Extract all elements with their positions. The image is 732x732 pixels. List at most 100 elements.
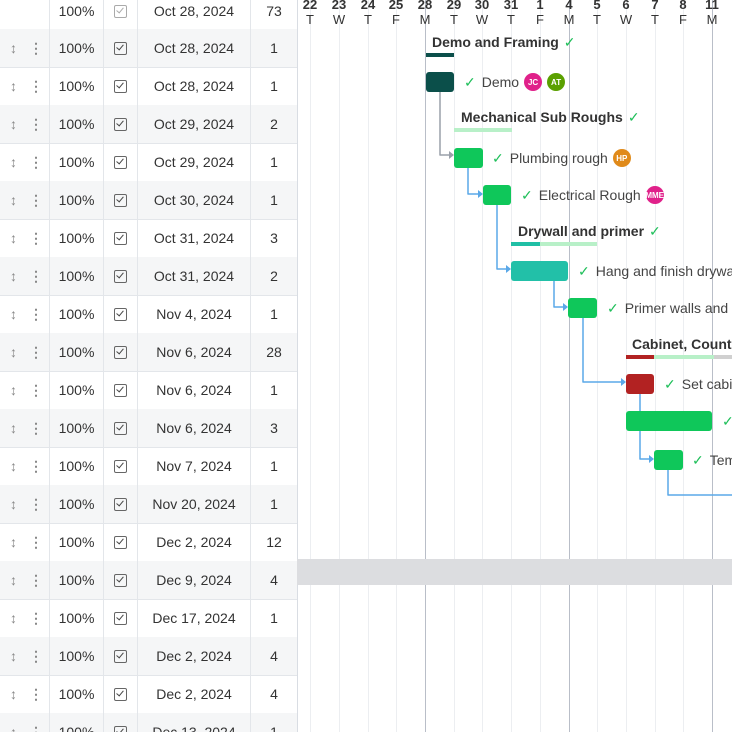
summary-label[interactable]: Demo and Framing ✓ bbox=[432, 34, 576, 50]
task-bar[interactable] bbox=[511, 261, 568, 281]
drag-handle-icon[interactable]: ↕ bbox=[10, 382, 17, 398]
checkbox-icon[interactable] bbox=[114, 307, 127, 321]
drag-handle-icon[interactable]: ↕ bbox=[10, 230, 17, 246]
checkbox-icon[interactable] bbox=[114, 117, 127, 131]
complete-checkbox[interactable] bbox=[104, 29, 138, 67]
task-bar[interactable] bbox=[426, 72, 454, 92]
table-row[interactable]: ↕ ⋮ 100% Dec 2, 2024 4 bbox=[0, 637, 297, 676]
more-options-icon[interactable]: ⋮ bbox=[29, 267, 43, 284]
table-row[interactable]: ↕ ⋮ 100% Nov 6, 2024 28 bbox=[0, 333, 297, 372]
complete-checkbox[interactable] bbox=[104, 523, 138, 561]
checkbox-icon[interactable] bbox=[114, 231, 127, 245]
summary-label[interactable]: Cabinet, Counte✓ bbox=[632, 336, 732, 352]
row-handle[interactable]: ↕ ⋮ bbox=[0, 675, 50, 713]
checkbox-icon[interactable] bbox=[114, 497, 127, 511]
avatar[interactable]: JC bbox=[524, 73, 543, 91]
checkbox-icon[interactable] bbox=[114, 345, 127, 359]
checkbox-icon[interactable] bbox=[114, 193, 127, 207]
summary-label[interactable]: Drywall and primer ✓ bbox=[518, 223, 661, 239]
task-label[interactable]: ✓ Set cabir bbox=[664, 375, 732, 393]
complete-checkbox[interactable] bbox=[104, 485, 138, 523]
drag-handle-icon[interactable]: ↕ bbox=[10, 40, 17, 56]
checkbox-icon[interactable] bbox=[114, 535, 127, 549]
avatar[interactable]: HP bbox=[612, 149, 631, 167]
checkbox-icon[interactable] bbox=[114, 269, 127, 283]
drag-handle-icon[interactable]: ↕ bbox=[10, 306, 17, 322]
row-handle[interactable]: ↕ ⋮ bbox=[0, 371, 50, 409]
drag-handle-icon[interactable]: ↕ bbox=[10, 724, 17, 732]
checkbox-icon[interactable] bbox=[114, 725, 127, 732]
checkbox-icon[interactable] bbox=[114, 4, 127, 18]
complete-checkbox[interactable] bbox=[104, 333, 138, 371]
task-bar[interactable] bbox=[626, 411, 712, 431]
more-options-icon[interactable]: ⋮ bbox=[29, 685, 43, 702]
summary-bar[interactable] bbox=[426, 53, 454, 57]
checkbox-icon[interactable] bbox=[114, 573, 127, 587]
task-bar[interactable] bbox=[654, 450, 683, 470]
row-handle[interactable]: ↕ ⋮ bbox=[0, 599, 50, 637]
row-handle[interactable]: ↕ ⋮ bbox=[0, 257, 50, 295]
more-options-icon[interactable]: ⋮ bbox=[29, 153, 43, 170]
checkbox-icon[interactable] bbox=[114, 611, 127, 625]
more-options-icon[interactable]: ⋮ bbox=[29, 495, 43, 512]
complete-checkbox[interactable] bbox=[104, 67, 138, 105]
complete-checkbox[interactable] bbox=[104, 143, 138, 181]
more-options-icon[interactable]: ⋮ bbox=[29, 419, 43, 436]
more-options-icon[interactable]: ⋮ bbox=[29, 39, 43, 56]
more-options-icon[interactable]: ⋮ bbox=[29, 457, 43, 474]
drag-handle-icon[interactable]: ↕ bbox=[10, 268, 17, 284]
table-row[interactable]: ↕ ⋮ 100% Nov 20, 2024 1 bbox=[0, 485, 297, 524]
complete-checkbox[interactable] bbox=[104, 713, 138, 732]
complete-checkbox[interactable] bbox=[104, 561, 138, 599]
checkbox-icon[interactable] bbox=[114, 41, 127, 55]
table-row[interactable]: ↕ ⋮ 100% Dec 2, 2024 12 bbox=[0, 523, 297, 562]
more-options-icon[interactable]: ⋮ bbox=[29, 191, 43, 208]
more-options-icon[interactable]: ⋮ bbox=[29, 381, 43, 398]
task-bar[interactable] bbox=[626, 374, 654, 394]
complete-checkbox[interactable] bbox=[104, 409, 138, 447]
checkbox-icon[interactable] bbox=[114, 459, 127, 473]
table-row[interactable]: ↕ ⋮ 100% Oct 30, 2024 1 bbox=[0, 181, 297, 220]
table-row[interactable]: ↕ ⋮ 100% Oct 31, 2024 2 bbox=[0, 257, 297, 296]
drag-handle-icon[interactable]: ↕ bbox=[10, 610, 17, 626]
checkbox-icon[interactable] bbox=[114, 79, 127, 93]
more-options-icon[interactable]: ⋮ bbox=[29, 77, 43, 94]
more-options-icon[interactable]: ⋮ bbox=[29, 609, 43, 626]
task-label[interactable]: ✓ Plumbing rough HP bbox=[492, 148, 631, 168]
row-handle[interactable]: ↕ ⋮ bbox=[0, 561, 50, 599]
row-handle[interactable]: ↕ ⋮ bbox=[0, 67, 50, 105]
drag-handle-icon[interactable]: ↕ bbox=[10, 154, 17, 170]
table-row[interactable]: ↕ ⋮ 100% Oct 31, 2024 3 bbox=[0, 219, 297, 258]
table-row[interactable]: ↕ ⋮ 100% Dec 9, 2024 4 bbox=[0, 561, 297, 600]
table-row[interactable]: ↕ ⋮ 100% Dec 2, 2024 4 bbox=[0, 675, 297, 714]
row-handle[interactable]: ↕ ⋮ bbox=[0, 713, 50, 732]
complete-checkbox[interactable] bbox=[104, 599, 138, 637]
table-row[interactable]: 100% Oct 28, 2024 73 bbox=[0, 0, 297, 30]
drag-handle-icon[interactable]: ↕ bbox=[10, 344, 17, 360]
summary-bar[interactable] bbox=[714, 355, 732, 359]
checkbox-icon[interactable] bbox=[114, 421, 127, 435]
more-options-icon[interactable]: ⋮ bbox=[29, 305, 43, 322]
row-handle[interactable]: ↕ ⋮ bbox=[0, 143, 50, 181]
task-label[interactable]: ✓ Demo JC AT bbox=[464, 72, 566, 92]
drag-handle-icon[interactable]: ↕ bbox=[10, 648, 17, 664]
table-row[interactable]: ↕ ⋮ 100% Oct 28, 2024 1 bbox=[0, 67, 297, 106]
summary-bar[interactable] bbox=[654, 355, 714, 359]
table-row[interactable]: ↕ ⋮ 100% Nov 7, 2024 1 bbox=[0, 447, 297, 486]
table-row[interactable]: ↕ ⋮ 100% Oct 29, 2024 2 bbox=[0, 105, 297, 144]
summary-bar[interactable] bbox=[540, 242, 597, 246]
checkbox-icon[interactable] bbox=[114, 155, 127, 169]
row-handle[interactable]: ↕ ⋮ bbox=[0, 409, 50, 447]
task-bar[interactable] bbox=[483, 185, 511, 205]
task-label[interactable]: ✓ Electrical Rough MME bbox=[521, 186, 665, 204]
more-options-icon[interactable]: ⋮ bbox=[29, 723, 43, 732]
row-handle[interactable]: ↕ ⋮ bbox=[0, 295, 50, 333]
task-label[interactable]: ✓ Primer walls and p bbox=[607, 299, 732, 317]
task-label[interactable]: ✓ Hang and finish drywal bbox=[578, 262, 732, 280]
table-row[interactable]: ↕ ⋮ 100% Nov 4, 2024 1 bbox=[0, 295, 297, 334]
drag-handle-icon[interactable]: ↕ bbox=[10, 686, 17, 702]
checkbox-icon[interactable] bbox=[114, 649, 127, 663]
row-handle[interactable]: ↕ ⋮ bbox=[0, 219, 50, 257]
complete-checkbox[interactable] bbox=[104, 257, 138, 295]
table-row[interactable]: ↕ ⋮ 100% Dec 17, 2024 1 bbox=[0, 599, 297, 638]
